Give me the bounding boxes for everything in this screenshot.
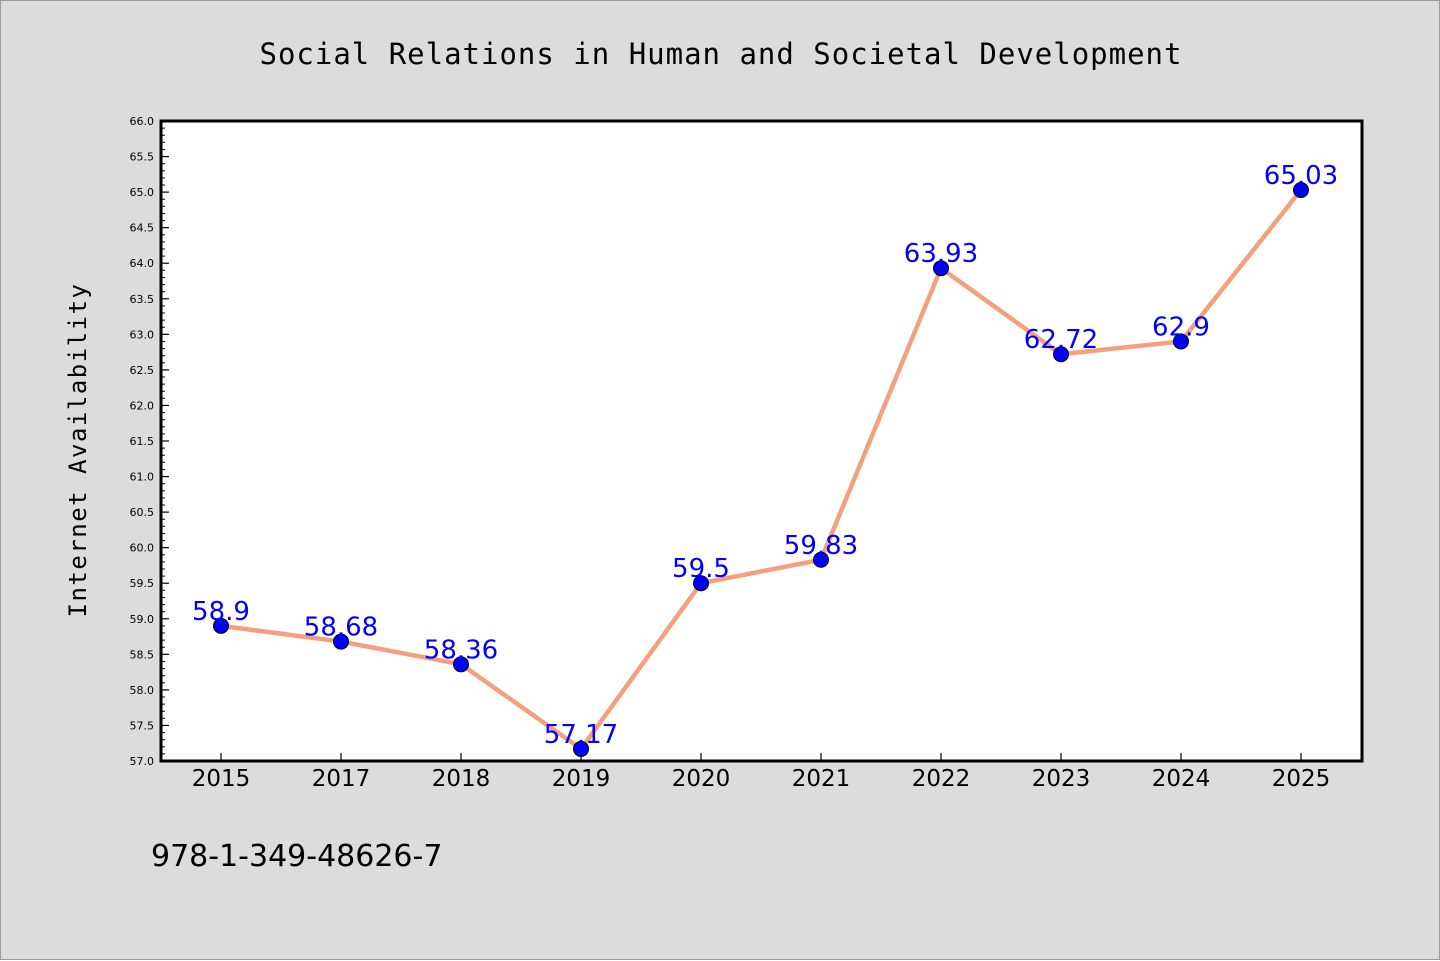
data-point xyxy=(1053,346,1069,363)
data-point xyxy=(453,656,469,673)
y-tick-label: 57.0 xyxy=(130,755,155,768)
data-label: 59.83 xyxy=(784,531,858,561)
data-point xyxy=(1173,333,1189,350)
y-tick-label: 62.0 xyxy=(130,399,155,412)
data-point xyxy=(693,575,709,592)
plot-area xyxy=(161,121,1362,761)
x-tick-label: 2017 xyxy=(312,766,371,792)
y-tick-label: 59.0 xyxy=(130,613,155,626)
isbn-annotation: 978-1-349-48626-7 xyxy=(151,839,442,874)
x-tick-label: 2021 xyxy=(792,766,851,792)
data-label: 57.17 xyxy=(544,720,618,750)
y-tick-label: 63.0 xyxy=(130,328,155,341)
data-markers xyxy=(213,181,1309,757)
data-point xyxy=(933,260,949,277)
x-tick-labels: 2015 2017 2018 2019 2020 2021 2022 2023 2024 2025 xyxy=(192,766,1331,792)
y-tick-label: 58.0 xyxy=(130,684,155,697)
y-tick-label: 63.5 xyxy=(130,293,155,306)
data-label: 65.03 xyxy=(1264,161,1338,191)
y-axis-label: Internet Availability xyxy=(64,283,92,618)
x-tick-label: 2018 xyxy=(432,766,491,792)
y-tick-label: 59.5 xyxy=(130,577,155,590)
y-tick-label: 62.5 xyxy=(130,364,155,377)
x-tick-label: 2019 xyxy=(552,766,611,792)
chart-title: Social Relations in Human and Societal D… xyxy=(260,37,1183,71)
data-point xyxy=(333,633,349,650)
y-tick-label: 65.0 xyxy=(130,186,155,199)
x-tick-label: 2022 xyxy=(912,766,971,792)
data-label: 58.68 xyxy=(304,613,378,643)
data-label: 58.36 xyxy=(424,635,498,665)
series-line xyxy=(218,187,1304,752)
y-tick-label: 60.5 xyxy=(130,506,155,519)
y-tick-label: 65.5 xyxy=(130,151,155,164)
y-tick-labels: 57.0 57.5 58.0 58.5 59.0 59.5 60.0 60.5 61.0 61.5… xyxy=(130,115,155,768)
data-point xyxy=(813,551,829,568)
data-point xyxy=(1293,181,1309,198)
x-tick-label: 2025 xyxy=(1272,766,1331,792)
y-tick-label: 60.0 xyxy=(130,542,155,555)
y-tick-label: 66.0 xyxy=(130,115,155,128)
data-point xyxy=(573,740,589,757)
data-labels: 58.9 58.68 58.36 57.17 59.5 59.83 63.93 62.72 62… xyxy=(192,161,1338,750)
data-label: 62.9 xyxy=(1152,312,1210,342)
data-label: 59.5 xyxy=(672,554,730,584)
data-label: 58.9 xyxy=(192,597,250,627)
y-tick-label: 57.5 xyxy=(130,719,155,732)
y-tick-label: 64.5 xyxy=(130,222,155,235)
y-tick-label: 61.0 xyxy=(130,471,155,484)
x-tick-label: 2015 xyxy=(192,766,251,792)
x-tick-label: 2024 xyxy=(1152,766,1211,792)
x-tick-label: 2020 xyxy=(672,766,731,792)
data-label: 62.72 xyxy=(1024,325,1098,355)
data-label: 63.93 xyxy=(904,239,978,269)
y-tick-label: 64.0 xyxy=(130,257,155,270)
y-tick-label: 61.5 xyxy=(130,435,155,448)
y-tick-label: 58.5 xyxy=(130,648,155,661)
plot-frame xyxy=(159,119,1364,763)
data-point xyxy=(213,617,229,634)
x-tick-label: 2023 xyxy=(1032,766,1091,792)
